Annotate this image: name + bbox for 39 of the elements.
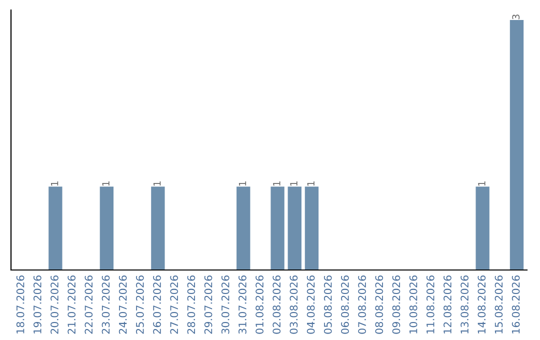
x-tick-label: 30.07.2026: [221, 276, 230, 334]
data-label: 1: [238, 181, 246, 186]
data-label: 1: [154, 181, 161, 186]
x-tick-label: 10.08.2026: [409, 276, 418, 334]
x-tick-label: 03.08.2026: [290, 276, 298, 334]
x-tick-label: 06.08.2026: [341, 276, 349, 334]
x-tick-label: 27.07.2026: [170, 276, 178, 334]
data-label: 1: [290, 181, 298, 186]
x-tick-label: 05.08.2026: [324, 276, 332, 334]
x-tick-label: 13.08.2026: [460, 276, 469, 334]
x-tick-label: 23.07.2026: [102, 276, 110, 334]
data-label: 1: [273, 181, 280, 186]
x-tick-label: 22.07.2026: [84, 276, 93, 334]
x-tick-label: 11.08.2026: [426, 276, 434, 334]
x-tick-label: 19.07.2026: [33, 276, 42, 334]
x-tick-label: 21.07.2026: [68, 276, 76, 334]
x-tick-label: 28.07.2026: [187, 276, 196, 334]
data-label: 3: [512, 14, 520, 20]
x-tick-label: 18.07.2026: [16, 276, 24, 334]
data-label: 1: [51, 181, 58, 186]
x-tick-label: 16.08.2026: [512, 276, 520, 334]
x-tick-label: 04.08.2026: [306, 276, 315, 334]
data-label: 1: [307, 181, 314, 186]
x-tick-label: 26.07.2026: [153, 276, 161, 334]
data-label: 1: [102, 181, 110, 186]
x-tick-label: 01.08.2026: [256, 276, 264, 334]
x-tick-label: 15.08.2026: [494, 276, 503, 334]
x-tick-label: 29.07.2026: [204, 276, 212, 334]
x-tick-label: 07.08.2026: [358, 276, 366, 334]
x-tick-label: 09.08.2026: [392, 276, 400, 334]
data-label: 1: [478, 181, 486, 186]
x-tick-label: 14.08.2026: [478, 276, 486, 334]
x-tick-label: 25.07.2026: [136, 276, 144, 334]
x-tick-label: 08.08.2026: [375, 276, 384, 334]
x-tick-label: 31.07.2026: [238, 276, 246, 334]
x-tick-label: 20.07.2026: [50, 276, 58, 334]
x-tick-label: 24.07.2026: [118, 276, 127, 334]
x-tick-label: 12.08.2026: [444, 276, 452, 334]
x-tick-label: 02.08.2026: [272, 276, 281, 334]
